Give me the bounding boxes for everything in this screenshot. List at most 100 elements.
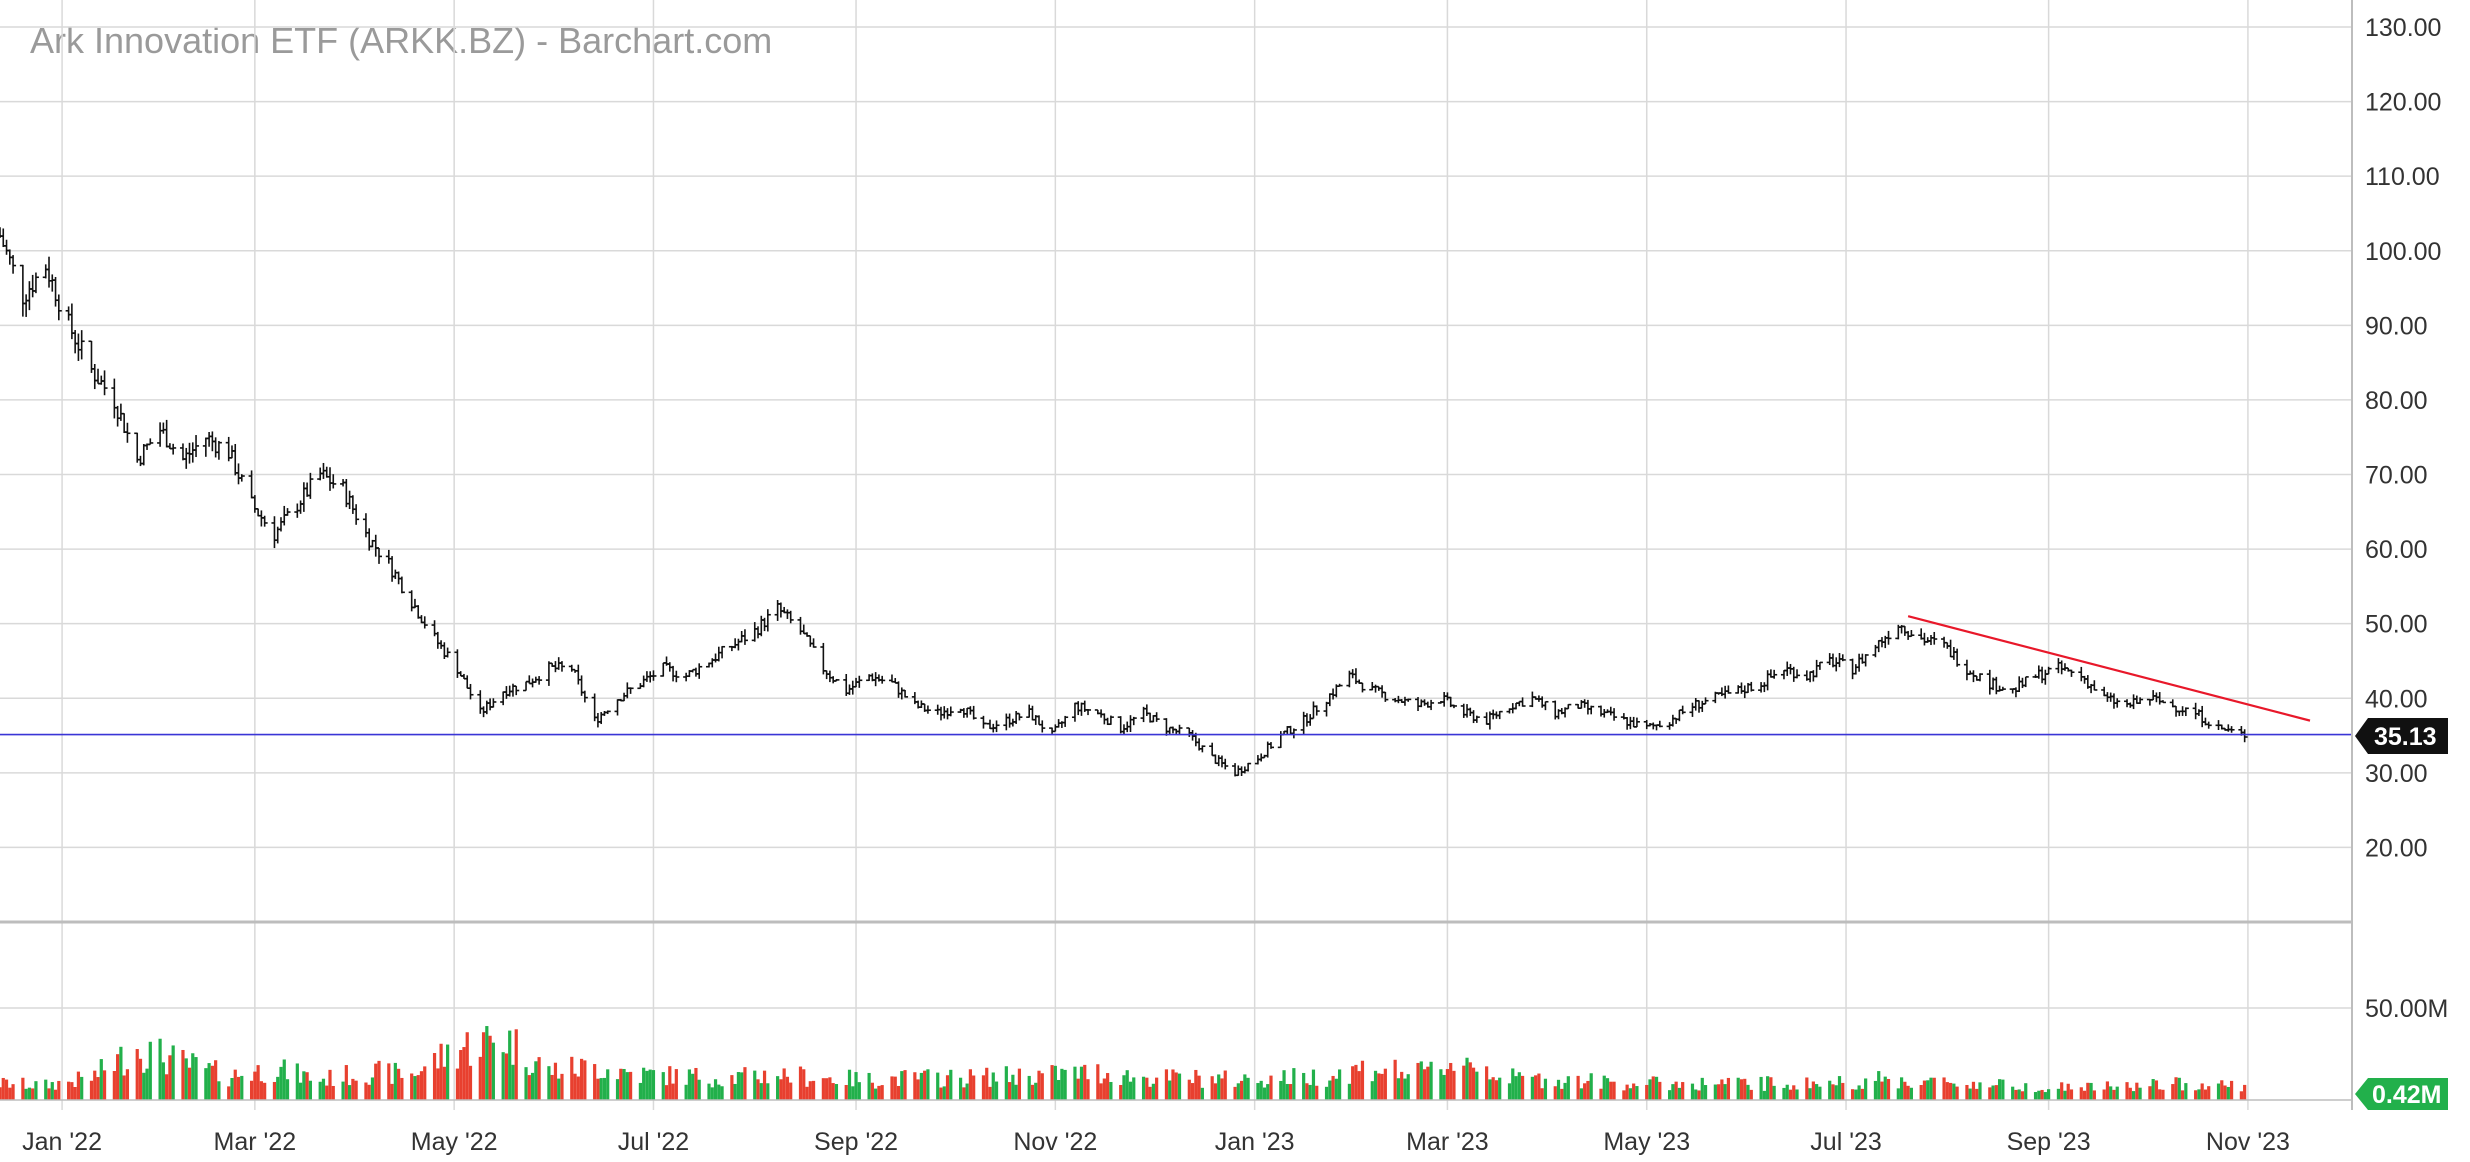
volume-bar bbox=[625, 1072, 629, 1100]
volume-bar bbox=[2105, 1081, 2110, 1100]
volume-bar bbox=[1396, 1078, 1401, 1100]
volume-bar bbox=[596, 1078, 600, 1100]
volume-bar bbox=[230, 1077, 234, 1100]
volume-bar bbox=[1315, 1085, 1319, 1100]
volume-bar bbox=[1540, 1088, 1544, 1100]
volume-bars bbox=[0, 1026, 2247, 1100]
volume-bar bbox=[1, 1077, 5, 1100]
volume-bar bbox=[184, 1058, 188, 1100]
volume-bar bbox=[1141, 1076, 1146, 1100]
volume-bar bbox=[1602, 1075, 1606, 1100]
volume-bar bbox=[217, 1081, 221, 1100]
volume-bar bbox=[2154, 1080, 2159, 1100]
volume-bar bbox=[1285, 1083, 1289, 1100]
volume-bar bbox=[1279, 1080, 1283, 1100]
volume-bar bbox=[1174, 1072, 1178, 1100]
volume-bar bbox=[583, 1060, 587, 1100]
volume-bar bbox=[432, 1053, 437, 1100]
volume-bar bbox=[1050, 1065, 1054, 1100]
volume-bar bbox=[867, 1072, 871, 1100]
volume-bar bbox=[1239, 1080, 1244, 1100]
grid-lines bbox=[0, 0, 2352, 1110]
volume-bar bbox=[1037, 1070, 1041, 1100]
volume-bar bbox=[1965, 1084, 1969, 1100]
volume-bar bbox=[900, 1071, 904, 1100]
volume-bar bbox=[2109, 1086, 2113, 1100]
volume-bar bbox=[99, 1059, 103, 1100]
volume-bar bbox=[1426, 1066, 1430, 1100]
volume-bar bbox=[593, 1064, 597, 1100]
volume-bar bbox=[1282, 1070, 1286, 1100]
volume-bar bbox=[1681, 1082, 1685, 1100]
volume-bar bbox=[1632, 1083, 1636, 1100]
volume-bar bbox=[348, 1085, 352, 1100]
volume-bar bbox=[1700, 1077, 1704, 1100]
volume-bar bbox=[1017, 1068, 1022, 1100]
volume-bar bbox=[1762, 1090, 1766, 1100]
volume-bar bbox=[1811, 1081, 1815, 1100]
volume-bar bbox=[687, 1069, 692, 1100]
volume-bar bbox=[1060, 1068, 1064, 1100]
volume-bar bbox=[1942, 1077, 1946, 1100]
volume-bar bbox=[1978, 1082, 1982, 1100]
volume-bar bbox=[805, 1086, 809, 1100]
volume-bar bbox=[1164, 1069, 1169, 1100]
volume-bar bbox=[782, 1068, 786, 1100]
volume-bar bbox=[1053, 1065, 1057, 1100]
volume-bar bbox=[1909, 1087, 1913, 1100]
volume-bar bbox=[4, 1079, 9, 1100]
volume-bar bbox=[1743, 1078, 1747, 1100]
volume-bar bbox=[1769, 1077, 1773, 1100]
volume-bar bbox=[1040, 1073, 1044, 1100]
volume-bar bbox=[1465, 1057, 1469, 1100]
volume-bar bbox=[96, 1077, 100, 1100]
volume-bar bbox=[1302, 1072, 1306, 1100]
volume-bar bbox=[2243, 1084, 2247, 1100]
volume-bar bbox=[73, 1086, 77, 1100]
volume-bar bbox=[1625, 1084, 1629, 1100]
volume-bar bbox=[1785, 1084, 1789, 1100]
volume-bar bbox=[1400, 1071, 1404, 1100]
volume-bar bbox=[1864, 1078, 1868, 1100]
volume-bar bbox=[112, 1071, 116, 1100]
volume-bar bbox=[674, 1069, 678, 1100]
volume-bar bbox=[393, 1062, 397, 1100]
volume-bar bbox=[968, 1069, 972, 1100]
volume-bar bbox=[2216, 1083, 2221, 1100]
x-tick-label: Sep '22 bbox=[814, 1128, 898, 1156]
volume-bar bbox=[1609, 1081, 1613, 1100]
volume-bar bbox=[1305, 1083, 1309, 1100]
volume-bar bbox=[50, 1082, 54, 1100]
volume-bar bbox=[668, 1066, 672, 1100]
volume-bar bbox=[1128, 1081, 1133, 1100]
volume-bar bbox=[227, 1086, 231, 1100]
volume-bar bbox=[1850, 1089, 1855, 1100]
volume-bar bbox=[1599, 1088, 1603, 1100]
last-volume-badge: 0.42M bbox=[2355, 1078, 2448, 1110]
x-tick-label: Jan '23 bbox=[1215, 1128, 1295, 1156]
volume-bar bbox=[1514, 1076, 1518, 1100]
volume-bar bbox=[125, 1069, 130, 1100]
volume-bar bbox=[553, 1062, 558, 1100]
volume-bar bbox=[1998, 1079, 2002, 1100]
volume-bar bbox=[642, 1067, 646, 1100]
y-tick-label: 30.00 bbox=[2365, 760, 2428, 788]
volume-bar bbox=[1556, 1079, 1561, 1100]
volume-bar bbox=[1713, 1084, 1717, 1100]
volume-bar bbox=[1828, 1080, 1832, 1100]
volume-bar bbox=[2194, 1090, 2198, 1100]
volume-bar bbox=[279, 1066, 283, 1100]
volume-bar bbox=[2229, 1080, 2234, 1100]
volume-bar bbox=[1926, 1080, 1930, 1100]
volume-bar bbox=[1416, 1062, 1420, 1100]
volume-bar bbox=[102, 1070, 107, 1100]
volume-bar bbox=[1857, 1085, 1861, 1100]
x-tick-label: Nov '22 bbox=[1013, 1128, 1097, 1156]
volume-bar bbox=[1449, 1062, 1453, 1100]
volume-bar bbox=[436, 1068, 440, 1100]
volume-bar bbox=[1334, 1078, 1338, 1100]
volume-bar bbox=[1553, 1086, 1557, 1100]
volume-bar bbox=[1027, 1075, 1031, 1100]
volume-bar bbox=[1955, 1086, 1959, 1100]
